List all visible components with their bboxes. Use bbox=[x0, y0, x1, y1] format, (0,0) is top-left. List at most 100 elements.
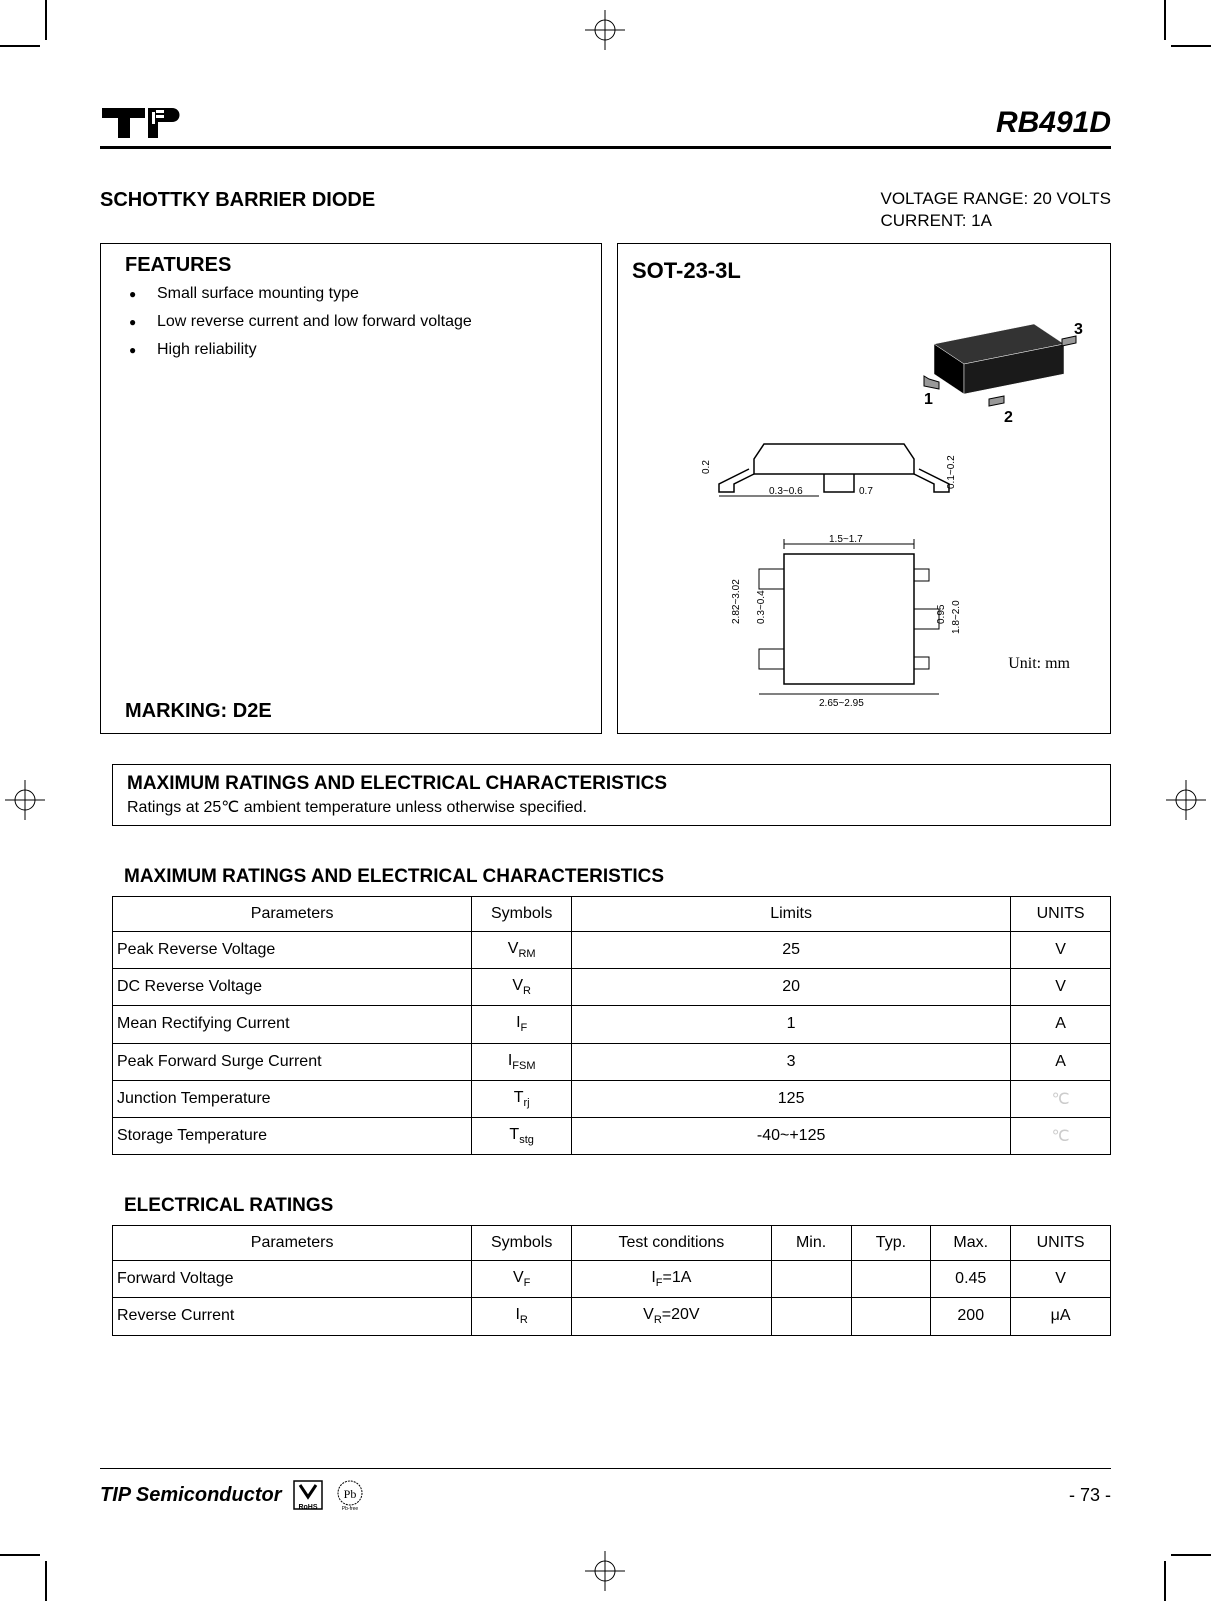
svg-text:2: 2 bbox=[1004, 409, 1013, 426]
svg-text:0.3~0.6: 0.3~0.6 bbox=[769, 486, 803, 497]
svg-text:0.95: 0.95 bbox=[936, 604, 947, 624]
cell-typ bbox=[851, 1261, 931, 1298]
cell-param: Peak Reverse Voltage bbox=[113, 932, 472, 969]
features-heading: FEATURES bbox=[125, 254, 583, 277]
table-row: DC Reverse VoltageVR20V bbox=[113, 969, 1111, 1006]
cell-units: ℃ bbox=[1011, 1117, 1111, 1154]
max-ratings-table: Parameters Symbols Limits UNITS Peak Rev… bbox=[112, 896, 1111, 1155]
col-symbols: Symbols bbox=[472, 897, 572, 932]
table-row: Mean Rectifying CurrentIF1A bbox=[113, 1006, 1111, 1043]
package-diagram: 1 2 3 0.3~0.6 0.7 0.2 0.1~0.2 bbox=[632, 284, 1096, 714]
voltage-spec: VOLTAGE RANGE: 20 VOLTS bbox=[880, 189, 1111, 209]
table-row: Junction TemperatureTrj125℃ bbox=[113, 1080, 1111, 1117]
spec-block: VOLTAGE RANGE: 20 VOLTS CURRENT: 1A bbox=[880, 189, 1111, 233]
cell-limits: 20 bbox=[572, 969, 1011, 1006]
cell-max: 200 bbox=[931, 1298, 1011, 1335]
cell-units: A bbox=[1011, 1043, 1111, 1080]
cell-symbol: VR bbox=[472, 969, 572, 1006]
cell-param: Junction Temperature bbox=[113, 1080, 472, 1117]
svg-text:Pb-free: Pb-free bbox=[341, 1506, 358, 1511]
crop-mark bbox=[0, 1554, 40, 1556]
rohs-badge-icon: RoHS bbox=[292, 1479, 324, 1511]
col-symbols: Symbols bbox=[472, 1226, 572, 1261]
col-parameters: Parameters bbox=[113, 1226, 472, 1261]
current-spec: CURRENT: 1A bbox=[880, 211, 1111, 231]
cell-param: Reverse Current bbox=[113, 1298, 472, 1335]
cell-units: μA bbox=[1011, 1298, 1111, 1335]
part-number: RB491D bbox=[996, 106, 1111, 140]
max-ratings-heading: MAXIMUM RATINGS AND ELECTRICAL CHARACTER… bbox=[127, 773, 1096, 795]
svg-text:0.7: 0.7 bbox=[859, 486, 873, 497]
table-header-row: Parameters Symbols Limits UNITS bbox=[113, 897, 1111, 932]
cell-symbol: Trj bbox=[472, 1080, 572, 1117]
table-row: Storage TemperatureTstg-40~+125℃ bbox=[113, 1117, 1111, 1154]
cell-symbol: VF bbox=[472, 1261, 572, 1298]
footer-left: TIP Semiconductor RoHS Pb Pb-free bbox=[100, 1479, 366, 1511]
cell-symbol: VRM bbox=[472, 932, 572, 969]
footer: TIP Semiconductor RoHS Pb Pb-free - 73 - bbox=[100, 1468, 1111, 1511]
feature-item: Low reverse current and low forward volt… bbox=[129, 313, 583, 331]
svg-text:0.2: 0.2 bbox=[701, 460, 712, 474]
cell-symbol: IF bbox=[472, 1006, 572, 1043]
svg-text:1.8~2.0: 1.8~2.0 bbox=[951, 600, 962, 634]
cell-param: Mean Rectifying Current bbox=[113, 1006, 472, 1043]
svg-text:1: 1 bbox=[924, 391, 933, 408]
cell-param: DC Reverse Voltage bbox=[113, 969, 472, 1006]
cell-min bbox=[771, 1261, 851, 1298]
company-name: TIP Semiconductor bbox=[100, 1484, 282, 1507]
cell-limits: 125 bbox=[572, 1080, 1011, 1117]
unit-label: Unit: mm bbox=[1008, 655, 1070, 673]
cell-param: Forward Voltage bbox=[113, 1261, 472, 1298]
cell-limits: -40~+125 bbox=[572, 1117, 1011, 1154]
svg-text:Pb: Pb bbox=[343, 1487, 356, 1501]
crop-mark bbox=[1171, 1554, 1211, 1556]
svg-text:0.3~0.4: 0.3~0.4 bbox=[756, 590, 767, 624]
svg-text:1.5~1.7: 1.5~1.7 bbox=[829, 534, 863, 545]
svg-text:2.82~3.02: 2.82~3.02 bbox=[731, 579, 742, 624]
svg-text:0.1~0.2: 0.1~0.2 bbox=[946, 455, 957, 489]
table-row: Peak Forward Surge CurrentIFSM3A bbox=[113, 1043, 1111, 1080]
svg-text:2.65~2.95: 2.65~2.95 bbox=[819, 698, 864, 709]
main-title: SCHOTTKY BARRIER DIODE bbox=[100, 189, 375, 233]
feature-item: High reliability bbox=[129, 341, 583, 359]
col-max: Max. bbox=[931, 1226, 1011, 1261]
cell-param: Storage Temperature bbox=[113, 1117, 472, 1154]
cell-param: Peak Forward Surge Current bbox=[113, 1043, 472, 1080]
col-min: Min. bbox=[771, 1226, 851, 1261]
registration-mark bbox=[585, 10, 625, 50]
cell-symbol: IFSM bbox=[472, 1043, 572, 1080]
registration-mark bbox=[585, 1551, 625, 1591]
cell-limits: 25 bbox=[572, 932, 1011, 969]
cell-min bbox=[771, 1298, 851, 1335]
feature-item: Small surface mounting type bbox=[129, 285, 583, 303]
col-typ: Typ. bbox=[851, 1226, 931, 1261]
crop-mark bbox=[1164, 0, 1166, 40]
max-ratings-box: MAXIMUM RATINGS AND ELECTRICAL CHARACTER… bbox=[112, 764, 1111, 826]
registration-mark bbox=[1166, 780, 1206, 820]
pbfree-badge-icon: Pb Pb-free bbox=[334, 1479, 366, 1511]
svg-text:3: 3 bbox=[1074, 321, 1083, 338]
cell-condition: VR=20V bbox=[572, 1298, 772, 1335]
cell-max: 0.45 bbox=[931, 1261, 1011, 1298]
cell-typ bbox=[851, 1298, 931, 1335]
electrical-ratings-table: Parameters Symbols Test conditions Min. … bbox=[112, 1225, 1111, 1335]
table1-title: MAXIMUM RATINGS AND ELECTRICAL CHARACTER… bbox=[124, 866, 1111, 888]
col-units: UNITS bbox=[1011, 897, 1111, 932]
table-row: Peak Reverse VoltageVRM25V bbox=[113, 932, 1111, 969]
col-units: UNITS bbox=[1011, 1226, 1111, 1261]
features-list: Small surface mounting type Low reverse … bbox=[129, 285, 583, 700]
cell-limits: 1 bbox=[572, 1006, 1011, 1043]
cell-units: V bbox=[1011, 969, 1111, 1006]
crop-mark bbox=[0, 45, 40, 47]
crop-mark bbox=[1164, 1561, 1166, 1601]
cell-units: ℃ bbox=[1011, 1080, 1111, 1117]
cell-symbol: Tstg bbox=[472, 1117, 572, 1154]
logo bbox=[100, 100, 200, 140]
cell-units: V bbox=[1011, 1261, 1111, 1298]
crop-mark bbox=[45, 0, 47, 40]
col-parameters: Parameters bbox=[113, 897, 472, 932]
page-number: - 73 - bbox=[1069, 1485, 1111, 1506]
table-row: Reverse CurrentIRVR=20V200μA bbox=[113, 1298, 1111, 1335]
crop-mark bbox=[45, 1561, 47, 1601]
col-conditions: Test conditions bbox=[572, 1226, 772, 1261]
